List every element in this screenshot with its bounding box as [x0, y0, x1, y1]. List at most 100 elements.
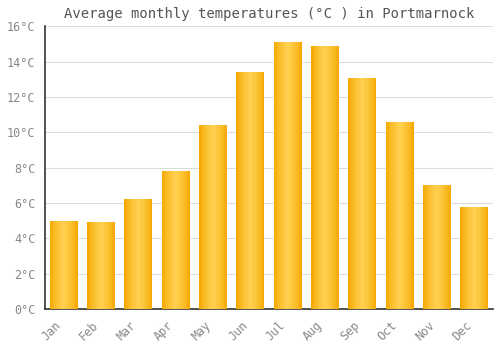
Bar: [199, 125, 200, 309]
Bar: [348, 78, 350, 309]
Bar: [442, 185, 444, 309]
Bar: [54, 220, 56, 309]
Bar: [187, 171, 188, 309]
Bar: [408, 122, 410, 309]
Bar: [58, 220, 59, 309]
Bar: [356, 78, 357, 309]
Bar: [140, 199, 141, 309]
Bar: [326, 46, 328, 309]
Bar: [172, 171, 173, 309]
Bar: [263, 72, 264, 309]
Bar: [281, 42, 282, 309]
Bar: [423, 185, 424, 309]
Bar: [423, 185, 451, 309]
Bar: [176, 171, 177, 309]
Bar: [180, 171, 182, 309]
Bar: [249, 72, 250, 309]
Bar: [163, 171, 164, 309]
Bar: [404, 122, 406, 309]
Bar: [487, 206, 488, 309]
Bar: [137, 199, 138, 309]
Bar: [142, 199, 144, 309]
Bar: [321, 46, 322, 309]
Bar: [50, 220, 51, 309]
Bar: [466, 206, 468, 309]
Bar: [87, 223, 88, 309]
Bar: [66, 220, 68, 309]
Bar: [202, 125, 203, 309]
Bar: [468, 206, 469, 309]
Bar: [252, 72, 253, 309]
Bar: [285, 42, 286, 309]
Bar: [483, 206, 484, 309]
Bar: [93, 223, 94, 309]
Bar: [258, 72, 259, 309]
Bar: [358, 78, 360, 309]
Bar: [256, 72, 258, 309]
Bar: [223, 125, 224, 309]
Bar: [397, 122, 398, 309]
Bar: [173, 171, 174, 309]
Bar: [300, 42, 302, 309]
Bar: [424, 185, 426, 309]
Bar: [460, 206, 488, 309]
Bar: [242, 72, 244, 309]
Bar: [110, 223, 111, 309]
Bar: [224, 125, 226, 309]
Bar: [222, 125, 223, 309]
Bar: [274, 42, 275, 309]
Bar: [147, 199, 148, 309]
Bar: [446, 185, 447, 309]
Bar: [65, 220, 66, 309]
Bar: [462, 206, 463, 309]
Bar: [102, 223, 104, 309]
Bar: [250, 72, 252, 309]
Bar: [314, 46, 316, 309]
Bar: [284, 42, 285, 309]
Bar: [162, 171, 163, 309]
Bar: [50, 220, 78, 309]
Bar: [325, 46, 326, 309]
Bar: [146, 199, 147, 309]
Bar: [289, 42, 290, 309]
Bar: [97, 223, 98, 309]
Bar: [52, 220, 54, 309]
Bar: [364, 78, 365, 309]
Bar: [318, 46, 320, 309]
Bar: [182, 171, 183, 309]
Bar: [486, 206, 487, 309]
Bar: [480, 206, 482, 309]
Bar: [104, 223, 106, 309]
Bar: [238, 72, 240, 309]
Bar: [432, 185, 433, 309]
Bar: [444, 185, 446, 309]
Bar: [338, 46, 339, 309]
Bar: [253, 72, 254, 309]
Bar: [438, 185, 440, 309]
Bar: [386, 122, 413, 309]
Title: Average monthly temperatures (°C ) in Portmarnock: Average monthly temperatures (°C ) in Po…: [64, 7, 474, 21]
Bar: [218, 125, 220, 309]
Bar: [348, 78, 376, 309]
Bar: [112, 223, 114, 309]
Bar: [464, 206, 466, 309]
Bar: [124, 199, 126, 309]
Bar: [72, 220, 74, 309]
Bar: [360, 78, 361, 309]
Bar: [288, 42, 289, 309]
Bar: [126, 199, 128, 309]
Bar: [168, 171, 169, 309]
Bar: [170, 171, 172, 309]
Bar: [428, 185, 430, 309]
Bar: [204, 125, 206, 309]
Bar: [436, 185, 437, 309]
Bar: [74, 220, 75, 309]
Bar: [246, 72, 248, 309]
Bar: [396, 122, 397, 309]
Bar: [361, 78, 362, 309]
Bar: [278, 42, 280, 309]
Bar: [388, 122, 390, 309]
Bar: [366, 78, 368, 309]
Bar: [316, 46, 318, 309]
Bar: [390, 122, 392, 309]
